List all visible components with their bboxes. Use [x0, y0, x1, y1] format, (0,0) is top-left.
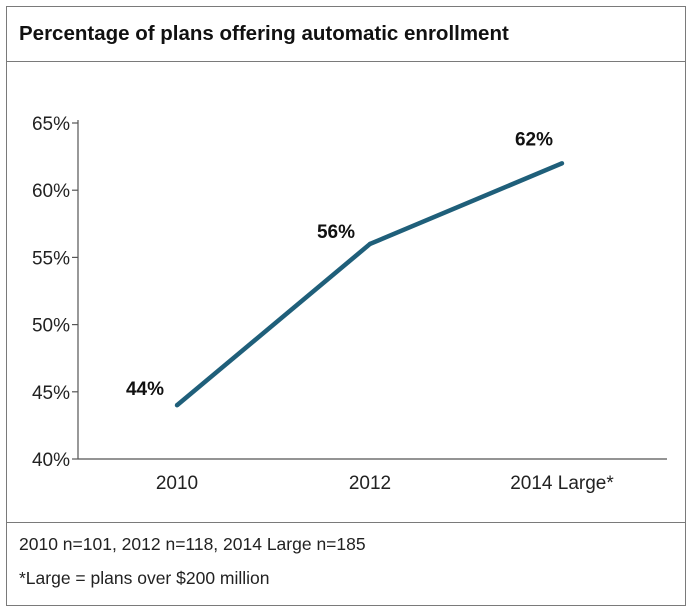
y-tick-label: 50%	[32, 316, 70, 337]
y-tick-label: 65%	[32, 114, 70, 135]
x-tick-label: 2010	[156, 473, 198, 494]
sample-size-note: 2010 n=101, 2012 n=118, 2014 Large n=185	[19, 534, 366, 554]
x-tick-label: 2012	[349, 473, 391, 494]
chart-title: Percentage of plans offering automatic e…	[19, 22, 509, 45]
y-tick-label: 55%	[32, 248, 70, 269]
data-point	[367, 241, 373, 247]
line-chart: 40% 45% 50% 55% 60% 65% 2010 2012 2014 Large* 44%…	[32, 114, 667, 494]
chart-panel: Percentage of plans offering automatic e…	[6, 6, 686, 606]
x-tick-label: 2014 Large*	[510, 473, 614, 494]
large-definition-note: *Large = plans over $200 million	[19, 568, 270, 588]
series-line	[175, 161, 563, 407]
y-tick-label: 60%	[32, 181, 70, 202]
chart-footer: 2010 n=101, 2012 n=118, 2014 Large n=185…	[7, 522, 685, 607]
y-tick-label: 45%	[32, 383, 70, 404]
data-point	[559, 161, 565, 166]
data-label: 62%	[515, 129, 553, 150]
data-point	[174, 403, 180, 408]
data-label: 56%	[317, 222, 355, 243]
chart-header: Percentage of plans offering automatic e…	[7, 7, 685, 62]
data-label: 44%	[126, 379, 164, 400]
y-tick-label: 40%	[32, 450, 70, 471]
